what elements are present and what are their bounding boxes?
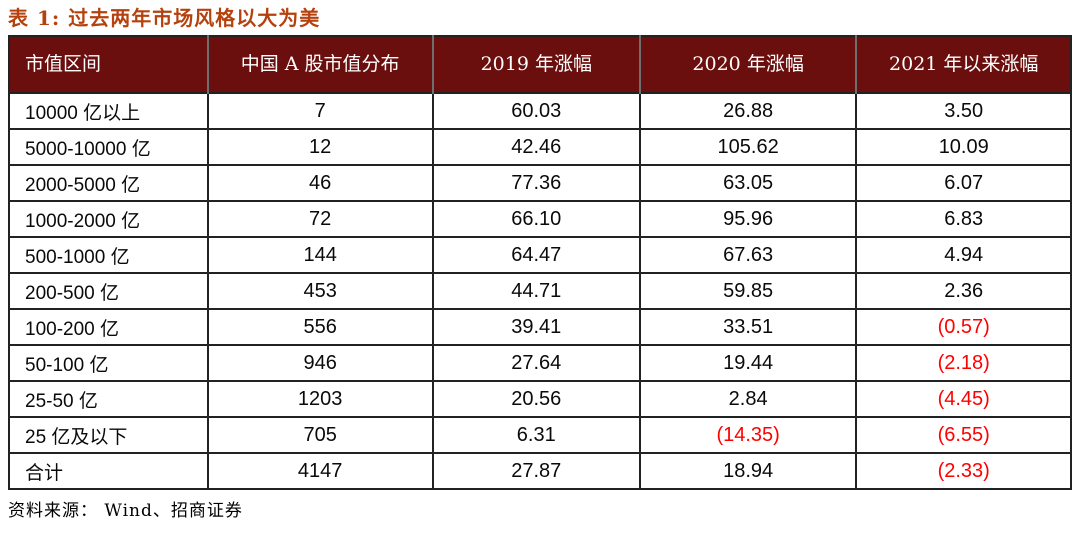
value-cell: 39.41 [431,308,641,346]
value-cell: 453 [206,272,434,310]
table-row: 500-1000 亿 144 64.47 67.63 4.94 [8,236,1072,274]
value-cell: 66.10 [431,200,641,238]
column-header-2021-return: 2021 年以来涨幅 [855,36,1071,93]
value-cell: 2.36 [855,272,1072,310]
value-cell: 27.87 [431,452,641,490]
row-label-cell: 5000-10000 亿 [8,128,209,166]
value-cell: 95.96 [638,200,858,238]
column-header-market-cap-range: 市值区间 [9,36,208,93]
row-label-cell: 25-50 亿 [8,380,209,418]
value-cell: 46 [206,164,434,202]
value-cell: (6.55) [855,416,1072,454]
value-cell: 59.85 [638,272,858,310]
market-cap-table: 市值区间 中国 A 股市值分布 2019 年涨幅 2020 年涨幅 2021 年… [8,35,1072,490]
row-label-cell: 200-500 亿 [8,272,209,310]
value-cell: (2.33) [855,452,1072,490]
value-cell: 946 [206,344,434,382]
table-row: 25 亿及以下 705 6.31 (14.35) (6.55) [8,416,1072,454]
value-cell: 44.71 [431,272,641,310]
value-cell: 556 [206,308,434,346]
value-cell: 33.51 [638,308,858,346]
value-cell: (2.18) [855,344,1072,382]
table-row: 200-500 亿 453 44.71 59.85 2.36 [8,272,1072,310]
value-cell: 6.31 [431,416,641,454]
table-header: 市值区间 中国 A 股市值分布 2019 年涨幅 2020 年涨幅 2021 年… [9,36,1071,93]
value-cell: 19.44 [638,344,858,382]
table-body: 10000 亿以上 7 60.03 26.88 3.50 5000-10000 亿 12 42… [8,92,1072,490]
value-cell: 67.63 [638,236,858,274]
row-label-cell: 2000-5000 亿 [8,164,209,202]
table-row: 1000-2000 亿 72 66.10 95.96 6.83 [8,200,1072,238]
value-cell: 60.03 [431,92,641,130]
value-cell: (14.35) [638,416,858,454]
value-cell: 144 [206,236,434,274]
table-row: 50-100 亿 946 27.64 19.44 (2.18) [8,344,1072,382]
value-cell: 6.07 [855,164,1072,202]
value-cell: 26.88 [638,92,858,130]
value-cell: 1203 [206,380,434,418]
value-cell: 10.09 [855,128,1072,166]
value-cell: 12 [206,128,434,166]
value-cell: 27.64 [431,344,641,382]
value-cell: 20.56 [431,380,641,418]
table-row: 合计 4147 27.87 18.94 (2.33) [8,452,1072,490]
table-row: 10000 亿以上 7 60.03 26.88 3.50 [8,92,1072,130]
value-cell: 63.05 [638,164,858,202]
table-row: 25-50 亿 1203 20.56 2.84 (4.45) [8,380,1072,418]
value-cell: 6.83 [855,200,1072,238]
column-header-a-share-distribution: 中国 A 股市值分布 [206,36,433,93]
row-label-cell: 50-100 亿 [8,344,209,382]
value-cell: 77.36 [431,164,641,202]
value-cell: 4147 [206,452,434,490]
table-row: 100-200 亿 556 39.41 33.51 (0.57) [8,308,1072,346]
row-label-cell: 10000 亿以上 [8,92,209,130]
header-row: 市值区间 中国 A 股市值分布 2019 年涨幅 2020 年涨幅 2021 年… [9,36,1071,93]
table-row: 5000-10000 亿 12 42.46 105.62 10.09 [8,128,1072,166]
value-cell: 3.50 [855,92,1072,130]
value-cell: (0.57) [855,308,1072,346]
value-cell: 705 [206,416,434,454]
value-cell: 72 [206,200,434,238]
row-label-cell: 1000-2000 亿 [8,200,209,238]
value-cell: 42.46 [431,128,641,166]
column-header-2019-return: 2019 年涨幅 [431,36,640,93]
table-title: 表 1: 过去两年市场风格以大为美 [8,6,321,30]
row-label-cell: 100-200 亿 [8,308,209,346]
value-cell: 4.94 [855,236,1072,274]
value-cell: 64.47 [431,236,641,274]
value-cell: 105.62 [638,128,858,166]
value-cell: 2.84 [638,380,858,418]
value-cell: 18.94 [638,452,858,490]
row-label-cell: 25 亿及以下 [8,416,209,454]
value-cell: (4.45) [855,380,1072,418]
value-cell: 7 [206,92,434,130]
row-label-cell: 500-1000 亿 [8,236,209,274]
column-header-2020-return: 2020 年涨幅 [638,36,857,93]
row-label-cell: 合计 [8,452,209,490]
table-row: 2000-5000 亿 46 77.36 63.05 6.07 [8,164,1072,202]
source-note: 资料来源： Wind、招商证券 [8,501,243,521]
